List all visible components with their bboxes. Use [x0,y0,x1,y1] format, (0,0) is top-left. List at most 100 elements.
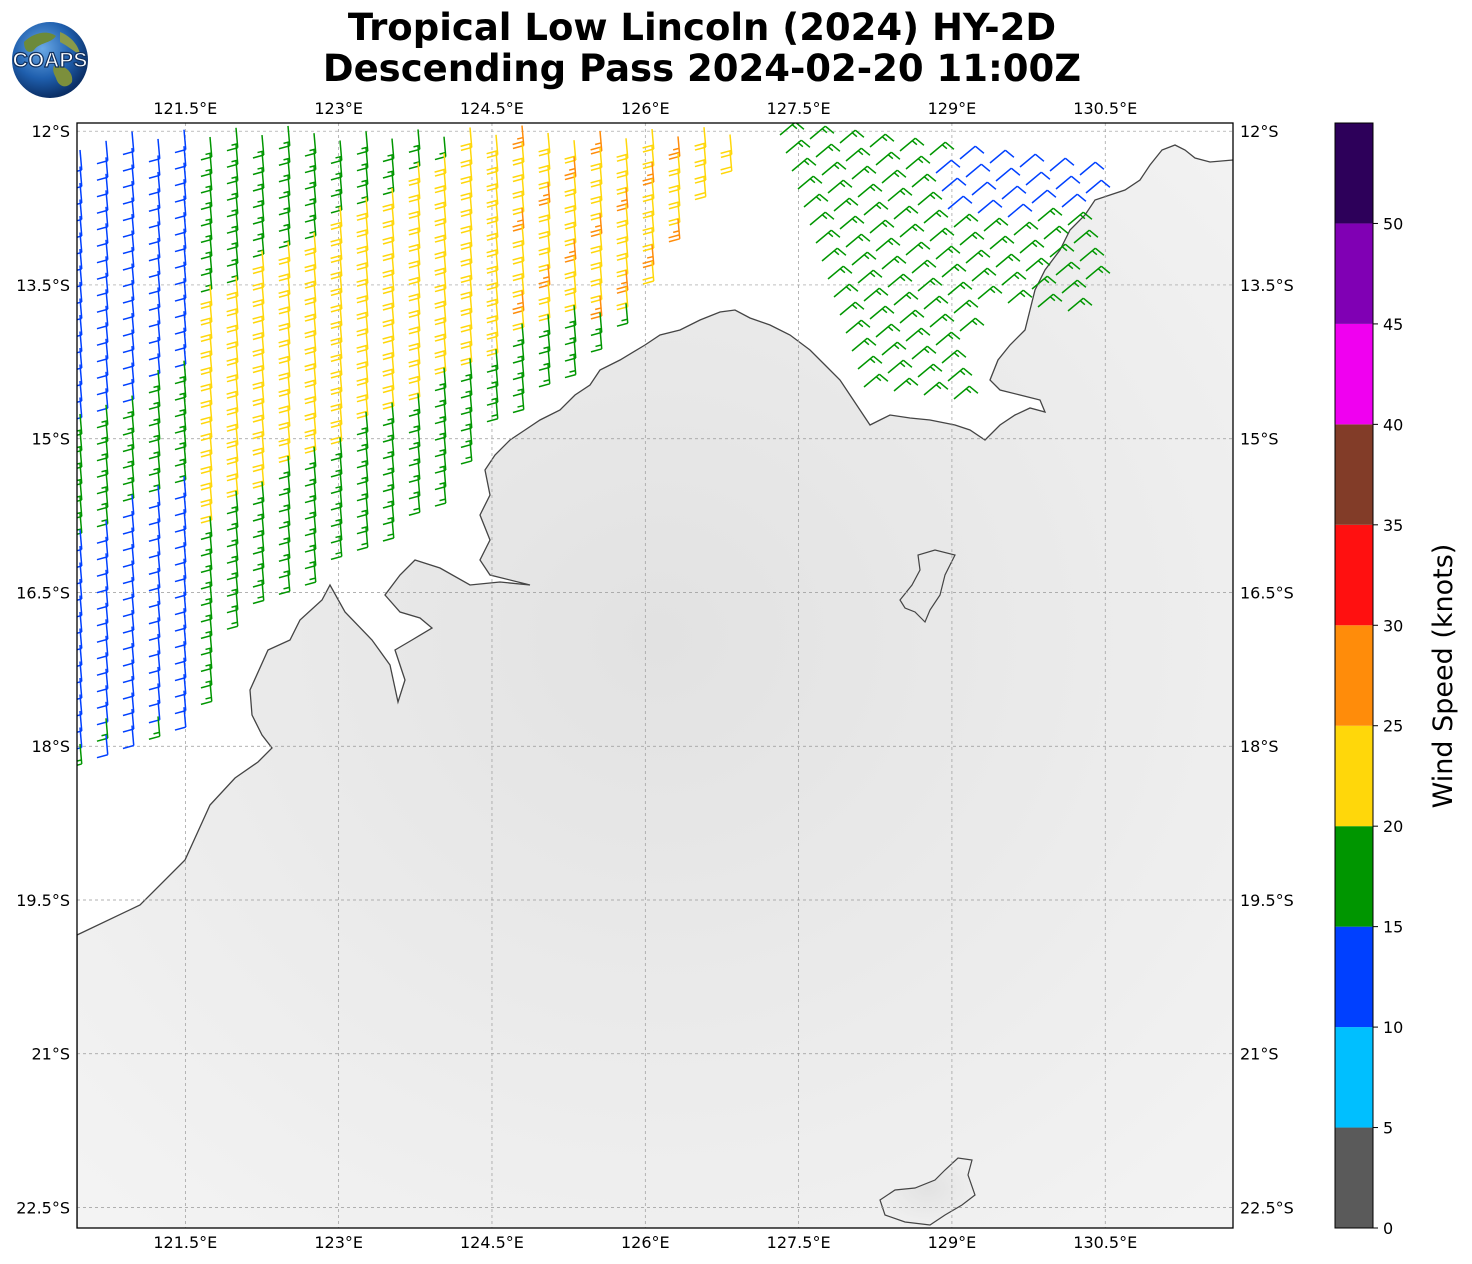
wind-barb [911,259,937,274]
lat-tick-label-left: 19.5°S [16,891,70,910]
wind-barb [917,191,943,206]
wind-barb [863,373,889,388]
colorbar-bin [1335,725,1373,827]
colorbar-ticks: 0 5 10 15 20 25 30 35 40 45 50 [1373,214,1403,1238]
colorbar-label: Wind Speed (knots) [1428,544,1459,809]
wind-barb [434,483,447,507]
wind-barb [953,299,979,314]
wind-barb [941,263,967,278]
wind-barb [971,181,997,196]
wind-barb [791,157,817,172]
colorbar-bin [1335,323,1373,425]
wind-barb [947,367,973,382]
map-border [76,122,1234,1229]
wind-barb [845,147,871,162]
lat-tick-label-right: 13.5°S [1240,276,1294,295]
colorbar-bin [1335,424,1373,525]
wind-barb [460,440,473,465]
wind-barb [642,162,655,186]
wind-barb [977,285,1003,300]
wind-barb [226,606,239,630]
lon-tick-label-top: 124.5°E [460,99,524,118]
wind-barb [983,217,1009,232]
wind-barb [923,209,949,224]
colorbar-bin [1335,1127,1373,1228]
colorbar-bin [1335,1027,1373,1128]
wind-barb [1061,279,1087,294]
wind-barb [827,179,853,194]
wind-barb [959,145,985,160]
australia-landmass [77,144,1233,1228]
wind-barb [642,261,655,285]
wind-barb [77,743,83,766]
colorbar-border [1334,122,1374,1229]
title-line-2: Descending Pass 2024-02-20 11:00Z [322,47,1082,90]
wind-barb [1073,229,1099,244]
wind-barb [1037,293,1063,308]
lon-tick-label-top: 123°E [314,99,363,118]
wind-barb [875,323,901,338]
wind-barb [995,167,1021,182]
title-line-1: Tropical Low Lincoln (2024) HY-2D [347,6,1057,49]
wind-barb [1061,193,1087,208]
wind-barb [1067,211,1093,226]
colorbar-tick-label: 15 [1383,918,1403,937]
lat-tick-label-right: 19.5°S [1240,891,1294,910]
wind-barb [851,251,877,266]
wind-barb [833,197,859,212]
wind-barb [1025,171,1051,186]
wind-barb [1043,225,1069,240]
wind-barb [911,173,937,188]
wind-barb [785,139,811,154]
wind-barb [851,165,877,180]
wind-barb [720,150,733,175]
wind-barb [668,218,681,243]
logo-text: COAPS [13,49,88,72]
colorbar-tick-label: 45 [1383,315,1403,334]
wind-barb [947,281,973,296]
coastline-inlet [899,549,956,624]
wind-barb [911,345,937,360]
colorbar-bin [1335,926,1373,1028]
wind-barb [863,201,889,216]
wind-barb [122,725,135,750]
lon-tick-label-bottom: 121.5°E [153,1233,217,1252]
wind-barb [512,389,525,414]
wind-barb [875,237,901,252]
wind-barb [1013,221,1039,236]
wind-barb [827,265,853,280]
wind-barb [929,313,955,328]
wind-barb [1079,161,1105,176]
lon-tick-label-bottom: 123°E [314,1233,363,1252]
wind-barb [893,205,919,220]
lon-tick-label-top: 127.5°E [767,99,831,118]
wind-barb [863,287,889,302]
lat-tick-label-left: 22.5°S [16,1198,70,1217]
wind-barb [893,291,919,306]
wind-barb [1001,271,1027,286]
map-tick-labels: 121.5°E 121.5°E 123°E 123°E 124.5°E 124.5°E 12… [16,99,1294,1252]
wind-barb [564,354,577,379]
lon-tick-label-bottom: 130.5°E [1073,1233,1137,1252]
wind-barb [815,229,841,244]
wind-barb [538,363,551,388]
lon-tick-label-bottom: 126°E [621,1233,670,1252]
wind-barb [590,295,603,320]
wind-barb [887,187,913,202]
colorbar-tick-label: 5 [1383,1119,1393,1138]
wind-barb [616,303,629,327]
lat-tick-label-right: 15°S [1240,430,1279,449]
colorbar-tick-label: 0 [1383,1219,1393,1238]
wind-barb [839,301,865,316]
wind-barb [833,283,859,298]
lon-tick-label-top: 126°E [621,99,670,118]
lon-tick-label-top: 130.5°E [1073,99,1137,118]
wind-barb [899,223,925,238]
wind-barbs [77,123,1111,766]
wind-barb [1037,207,1063,222]
wind-barb [148,716,161,740]
lon-tick-label-bottom: 127.5°E [767,1233,831,1252]
lat-tick-label-right: 16.5°S [1240,583,1294,602]
wind-barb [887,273,913,288]
wind-barb [947,195,973,210]
